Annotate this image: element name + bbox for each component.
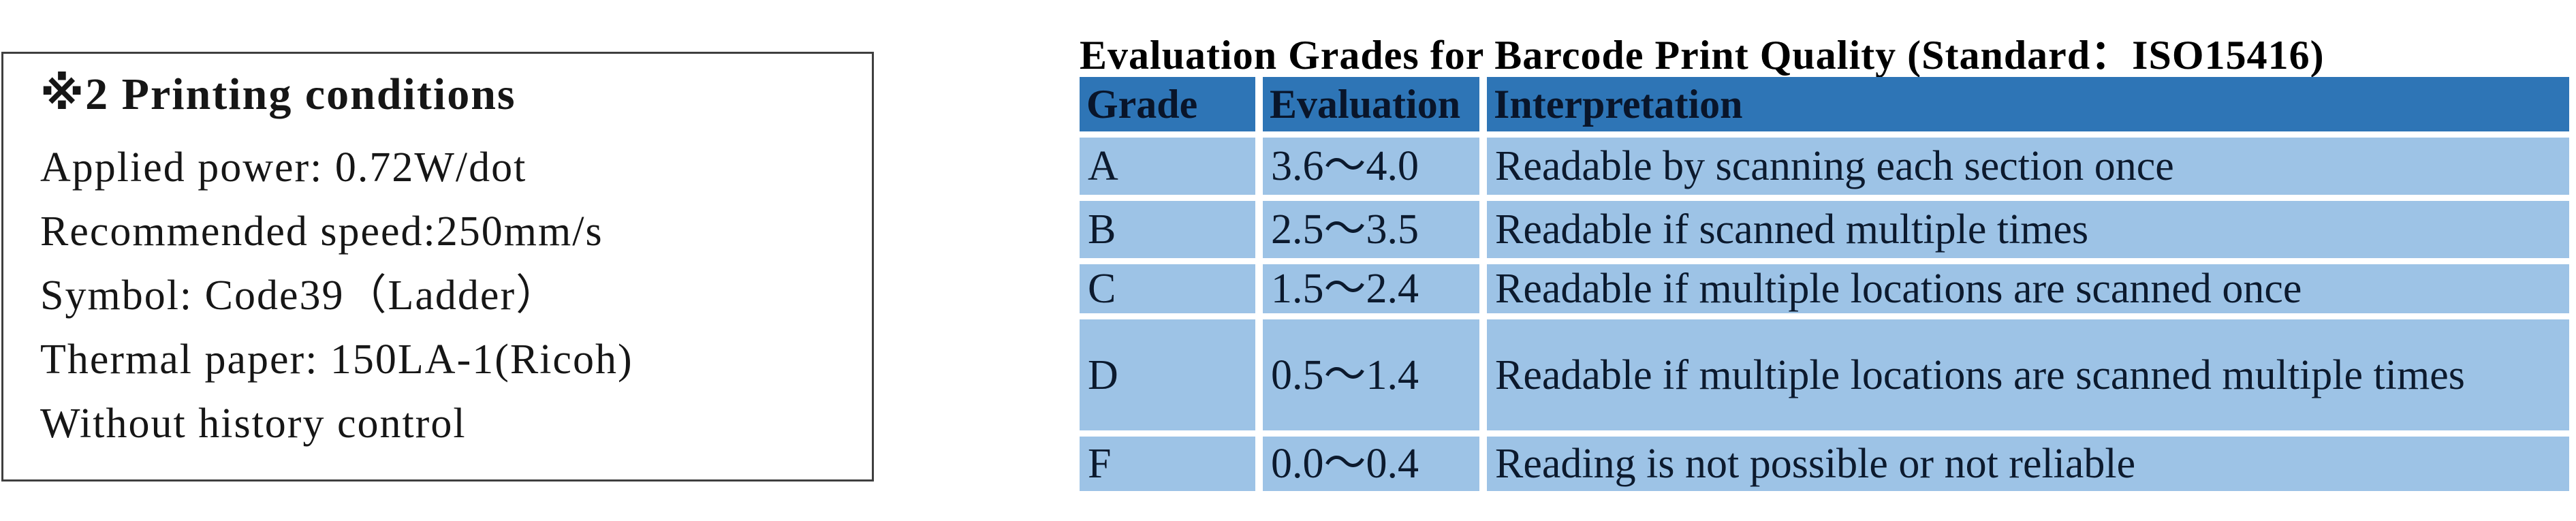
evaluation-cell-b: 2.5～3.5 (1263, 201, 1479, 258)
grade-cell-a: A (1080, 138, 1255, 195)
grade-cell-b: B (1080, 201, 1255, 258)
header-cell-interpretation: Interpretation (1487, 77, 2569, 131)
barcode-grades-table: Grade Evaluation Interpretation A 3.6～4.… (1080, 77, 2569, 491)
interpretation-cell-b: Readable if scanned multiple times (1487, 201, 2569, 258)
note-line-applied-power: Applied power: 0.72W/dot (40, 144, 527, 191)
note-line-thermal-paper: Thermal paper: 150LA-1(Ricoh) (40, 336, 633, 383)
interpretation-text-b: Readable if scanned multiple times (1495, 206, 2089, 253)
interpretation-cell-c: Readable if multiple locations are scann… (1487, 264, 2569, 313)
interpretation-text-a: Readable by scanning each section once (1495, 143, 2174, 189)
note-line-symbol: Symbol: Code39（Ladder） (40, 272, 560, 319)
note-line-history-control: Without history control (40, 400, 467, 447)
interpretation-cell-f: Reading is not possible or not reliable (1487, 437, 2569, 491)
evaluation-cell-f: 0.0～0.4 (1263, 437, 1479, 491)
interpretation-cell-d: Readable if multiple locations are scann… (1487, 319, 2569, 430)
grade-cell-d: D (1080, 319, 1255, 430)
header-cell-grade: Grade (1080, 77, 1255, 131)
evaluation-cell-a: 3.6～4.0 (1263, 138, 1479, 195)
evaluation-cell-c: 1.5～2.4 (1263, 264, 1479, 313)
interpretation-text-c: Readable if multiple locations are scann… (1495, 266, 2302, 312)
grade-cell-f: F (1080, 437, 1255, 491)
grade-cell-c: C (1080, 264, 1255, 313)
evaluation-cell-d: 0.5～1.4 (1263, 319, 1479, 430)
header-cell-evaluation: Evaluation (1263, 77, 1479, 131)
interpretation-text-f: Reading is not possible or not reliable (1495, 441, 2136, 487)
interpretation-text-d: Readable if multiple locations are scann… (1495, 351, 2465, 398)
note-line-recommended-speed: Recommended speed:250mm/s (40, 208, 603, 255)
printing-conditions-heading: ※2 Printing conditions (40, 69, 516, 119)
barcode-grades-title: Evaluation Grades for Barcode Print Qual… (1080, 33, 2325, 78)
printing-conditions-box: ※2 Printing conditions Applied power: 0.… (1, 52, 874, 481)
interpretation-cell-a: Readable by scanning each section once (1487, 138, 2569, 195)
